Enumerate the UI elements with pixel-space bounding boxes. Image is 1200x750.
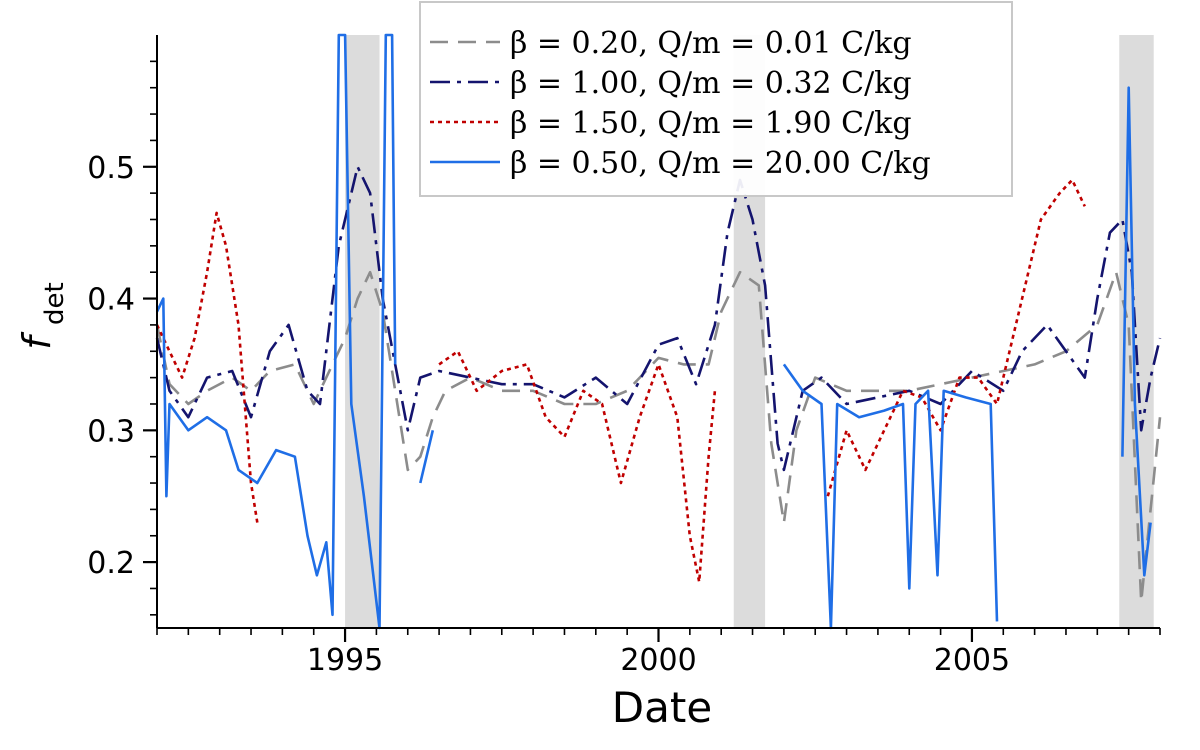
legend-label-3: β = 1.50, Q/m = 1.90 C/kg (510, 106, 912, 141)
y-axis-title-main: f (15, 331, 59, 350)
y-tick-label: 0.3 (87, 414, 135, 449)
legend: β = 0.20, Q/m = 0.01 C/kg β = 1.00, Q/m =… (419, 1, 1013, 197)
x-tick-label: 2000 (620, 643, 696, 678)
legend-frame (419, 1, 1013, 197)
legend-label-2: β = 1.00, Q/m = 0.32 C/kg (510, 66, 912, 101)
series-line-1 (155, 270, 1162, 603)
y-tick-label: 0.4 (87, 283, 135, 318)
series-line-3 (157, 147, 1097, 582)
series-lines (155, 33, 1162, 630)
y-axis-title-subscript: det (40, 282, 70, 325)
x-axis-title: Date (612, 683, 712, 732)
tick-labels: 1995 2000 2005 0.2 0.3 0.4 0.5 (87, 151, 1010, 678)
y-tick-label: 0.5 (87, 151, 135, 186)
series-line-4 (155, 33, 1152, 630)
y-tick-label: 0.2 (87, 546, 135, 581)
y-axis-title: f det (15, 282, 70, 349)
x-tick-label: 2005 (934, 643, 1010, 678)
axes (143, 35, 1161, 642)
series-line-2 (155, 165, 1162, 472)
x-tick-label: 1995 (307, 643, 383, 678)
legend-label-4: β = 0.50, Q/m = 20.00 C/kg (510, 146, 931, 181)
legend-label-1: β = 0.20, Q/m = 0.01 C/kg (510, 26, 912, 61)
